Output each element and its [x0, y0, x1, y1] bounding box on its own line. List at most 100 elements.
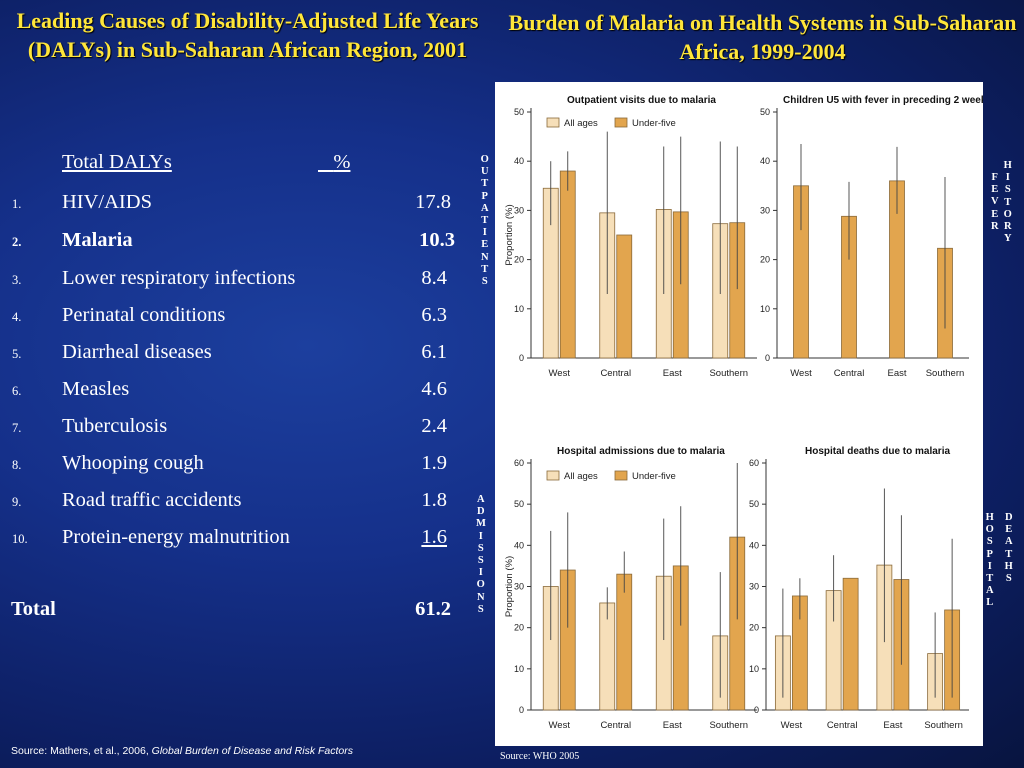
list-item: 1. HIV/AIDS 17.8	[0, 191, 460, 217]
y-tick-label: 0	[765, 353, 770, 363]
x-tick-label: West	[549, 368, 571, 379]
list-item-name: Whooping cough	[62, 452, 204, 474]
list-item-number: 4.	[12, 310, 22, 324]
list-item: 10. Protein-energy malnutrition 1.6	[0, 526, 460, 552]
y-axis-label: Proportion (%)	[504, 204, 515, 265]
list-item-name: HIV/AIDS	[62, 191, 152, 213]
legend-label: All ages	[564, 118, 598, 129]
total-row: Total 61.2	[0, 598, 460, 624]
x-tick-label: West	[790, 368, 812, 379]
list-item-value: 1.8	[421, 489, 447, 511]
y-tick-label: 0	[519, 353, 524, 363]
list-header: Total DALYs %	[0, 151, 460, 177]
x-tick-label: Southern	[709, 368, 748, 379]
list-item-number: 9.	[12, 495, 22, 509]
right-source: Source: WHO 2005	[500, 751, 580, 762]
y-tick-label: 30	[760, 205, 770, 215]
x-tick-label: Southern	[924, 720, 963, 731]
legend-swatch	[546, 470, 560, 481]
y-tick-label: 40	[514, 540, 524, 550]
x-tick-label: East	[663, 368, 682, 379]
y-tick-label: 10	[760, 304, 770, 314]
y-axis-label: Proportion (%)	[504, 556, 515, 617]
chart-title: Hospital deaths due to malaria	[805, 446, 950, 457]
list-item-number: 10.	[12, 532, 28, 546]
list-item-number: 5.	[12, 347, 22, 361]
y-tick-label: 10	[514, 664, 524, 674]
x-tick-label: West	[549, 720, 571, 731]
y-tick-label: 50	[749, 499, 759, 509]
x-tick-label: Central	[827, 720, 858, 731]
y-tick-label: 60	[514, 458, 524, 468]
y-tick-label: 50	[760, 107, 770, 117]
y-tick-label: 0	[754, 705, 759, 715]
y-tick-label: 40	[749, 540, 759, 550]
list-item-number: 3.	[12, 273, 22, 287]
legend-label: Under-five	[632, 118, 676, 129]
list-item: 2. Malaria 10.3	[0, 229, 460, 255]
bar	[559, 170, 576, 359]
total-label: Total	[11, 598, 56, 620]
list-item: 3. Lower respiratory infections 8.4	[0, 267, 460, 293]
x-tick-label: Southern	[709, 720, 748, 731]
header-unit-text: %	[333, 151, 351, 173]
dalys-list: Total DALYs % 1. HIV/AIDS 17.8 2. Malaria 10.…	[0, 150, 470, 630]
list-item-value: 4.6	[421, 378, 447, 400]
y-tick-label: 20	[760, 255, 770, 265]
left-title: Leading Causes of Disability-Adjusted Li…	[16, 8, 479, 62]
list-item-number: 7.	[12, 421, 22, 435]
header-unit: %	[318, 151, 350, 174]
chart-title: Hospital admissions due to malaria	[557, 446, 725, 457]
y-tick-label: 30	[514, 582, 524, 592]
legend-swatch	[614, 470, 628, 481]
list-item: 8. Whooping cough 1.9	[0, 452, 460, 478]
y-tick-label: 30	[514, 205, 524, 215]
list-item-name: Measles	[62, 378, 130, 400]
total-value: 61.2	[415, 598, 451, 620]
list-item-number: 8.	[12, 458, 22, 472]
list-item: 4. Perinatal conditions 6.3	[0, 304, 460, 330]
list-item-value: 10.3	[419, 229, 455, 251]
chart-title: Children U5 with fever in preceding 2 we…	[783, 95, 983, 106]
x-tick-label: East	[883, 720, 902, 731]
y-tick-label: 50	[514, 499, 524, 509]
bar	[616, 234, 633, 359]
x-tick-label: Central	[600, 368, 631, 379]
left-source-prefix: Source: Mathers, et al., 2006,	[11, 745, 152, 757]
bar	[842, 577, 859, 711]
y-tick-label: 20	[514, 623, 524, 633]
y-tick-label: 50	[514, 107, 524, 117]
y-tick-label: 60	[749, 458, 759, 468]
x-tick-label: East	[663, 720, 682, 731]
x-tick-label: Central	[600, 720, 631, 731]
left-source: Source: Mathers, et al., 2006, Global Bu…	[11, 745, 353, 757]
legend-swatch	[614, 117, 628, 128]
legend-label: All ages	[564, 471, 598, 482]
chart-panel: Outpatient visits due to malaria 0 10 20 30 4…	[495, 82, 992, 746]
list-item-value: 1.9	[421, 452, 447, 474]
y-tick-label: 20	[749, 623, 759, 633]
list-item-number: 1.	[12, 197, 22, 211]
chart-svg: Outpatient visits due to malaria 0 10 20 30 4…	[504, 95, 992, 731]
y-tick-label: 30	[749, 582, 759, 592]
list-item: 5. Diarrheal diseases 6.1	[0, 341, 460, 367]
x-tick-label: East	[887, 368, 906, 379]
list-item-name: Road traffic accidents	[62, 489, 242, 511]
y-tick-label: 0	[519, 705, 524, 715]
list-item-number: 2.	[12, 235, 22, 249]
x-tick-label: Central	[834, 368, 865, 379]
list-item: 7. Tuberculosis 2.4	[0, 415, 460, 441]
list-item-name: Lower respiratory infections	[62, 267, 296, 289]
y-tick-label: 10	[749, 664, 759, 674]
legend-swatch	[546, 117, 560, 128]
legend-label: Under-five	[632, 471, 676, 482]
y-tick-label: 20	[514, 255, 524, 265]
list-item-name: Tuberculosis	[62, 415, 168, 437]
chart-title: Outpatient visits due to malaria	[567, 95, 716, 106]
right-title: Burden of Malaria on Health Systems in S…	[508, 10, 1017, 64]
x-tick-label: West	[781, 720, 803, 731]
